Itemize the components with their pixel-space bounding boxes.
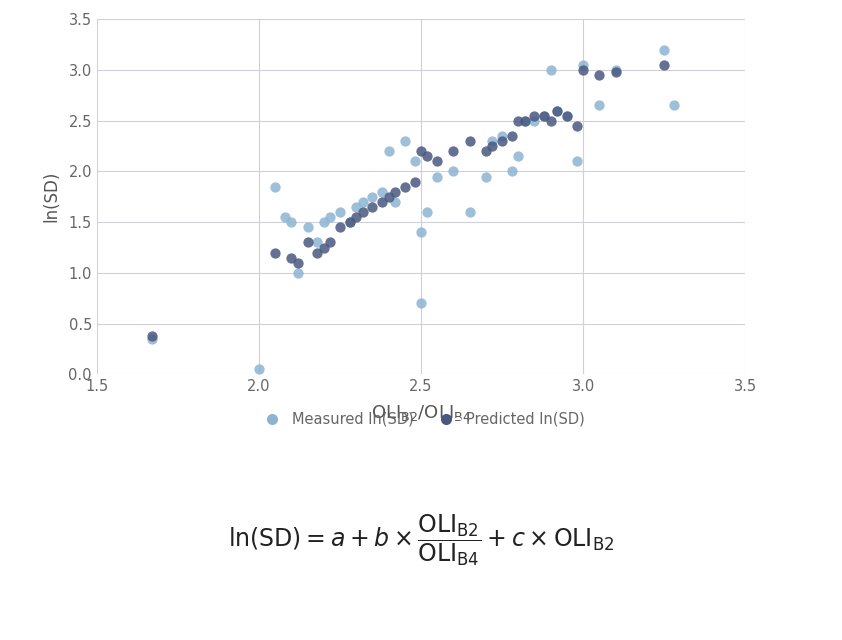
Point [408,156,421,166]
Point [551,106,564,116]
Point [505,131,519,141]
Point [376,196,389,207]
Point [285,253,298,263]
Point [511,151,525,161]
Point [269,248,282,258]
Point [398,182,412,192]
Point [511,116,525,126]
Point [145,331,158,341]
Point [544,65,557,75]
Point [311,237,324,248]
Point [658,60,671,70]
Point [576,65,589,75]
Point [376,187,389,197]
Point [301,237,314,248]
Point [544,116,557,126]
Point [145,334,158,344]
Point [570,120,584,131]
Point [349,212,363,222]
Point [291,268,305,278]
Point [528,116,541,126]
Point [463,136,477,146]
Point [323,237,337,248]
Point [421,151,434,161]
Point [398,136,412,146]
Point [505,166,519,177]
Point [537,111,551,121]
Point [667,100,680,111]
Point [285,217,298,227]
Point [388,196,402,207]
Point [430,156,444,166]
Point [609,67,622,77]
Point [343,217,356,227]
Point [269,182,282,192]
Point [486,136,499,146]
Y-axis label: ln(SD): ln(SD) [42,171,60,223]
Point [343,217,356,227]
Point [463,207,477,217]
Point [518,116,531,126]
Point [414,298,428,308]
Point [323,212,337,222]
Point [430,172,444,182]
Text: $\mathrm{ln(SD)} = \mathit{a} + \mathit{b} \times \dfrac{\mathrm{OLI_{B2}}}{\mat: $\mathrm{ln(SD)} = \mathit{a} + \mathit{… [228,512,614,568]
Point [349,202,363,212]
Point [495,136,509,146]
Point [317,217,331,227]
Point [446,166,460,177]
Point [311,248,324,258]
Point [365,192,379,202]
Point [365,202,379,212]
Point [253,364,266,374]
Point [609,65,622,75]
Point [560,111,573,121]
Point [479,146,493,156]
Point [570,156,584,166]
Point [356,207,370,217]
Point [658,45,671,55]
Point [593,70,606,80]
Point [421,207,434,217]
Point [381,192,396,202]
Point [593,100,606,111]
Point [333,207,347,217]
Legend: Measured ln(SD), Predicted ln(SD): Measured ln(SD), Predicted ln(SD) [257,412,585,427]
Point [560,111,573,121]
Point [518,116,531,126]
Point [291,258,305,268]
Point [301,222,314,232]
X-axis label: OLI$_\mathregular{B2}$/OLI$_\mathregular{B4}$: OLI$_\mathregular{B2}$/OLI$_\mathregular… [370,403,472,422]
Point [414,146,428,156]
Point [576,60,589,70]
Point [333,222,347,232]
Point [381,146,396,156]
Point [408,177,421,187]
Point [356,196,370,207]
Point [446,146,460,156]
Point [486,141,499,151]
Point [414,227,428,237]
Point [388,187,402,197]
Point [537,111,551,121]
Point [551,106,564,116]
Point [479,172,493,182]
Point [317,243,331,253]
Point [528,111,541,121]
Point [495,131,509,141]
Point [278,212,291,222]
